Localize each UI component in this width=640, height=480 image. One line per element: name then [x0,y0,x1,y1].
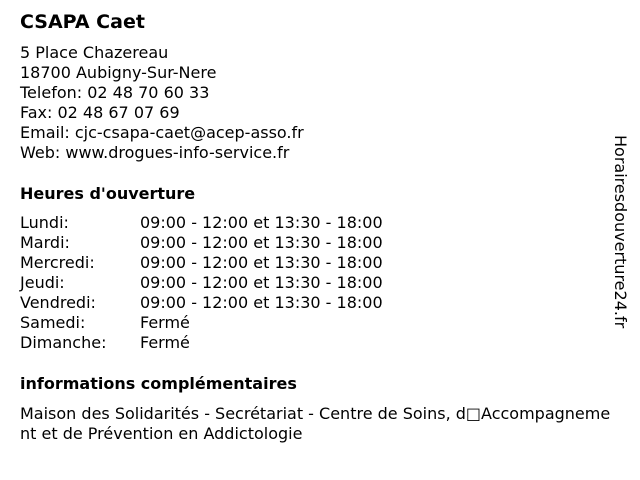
hours-row: Vendredi: 09:00 - 12:00 et 13:30 - 18:00 [20,293,383,313]
time: 09:00 - 12:00 et 13:30 - 18:00 [140,213,383,232]
page-title: CSAPA Caet [20,11,145,33]
info-heading: informations complémentaires [20,374,297,393]
time: 09:00 - 12:00 et 13:30 - 18:00 [140,253,383,272]
info-text: Maison des Solidarités - Secrétariat - C… [20,404,611,443]
email: Email: cjc-csapa-caet@acep-asso.fr [20,123,304,142]
hours-heading: Heures d'ouverture [20,184,196,203]
day: Lundi: [20,213,69,232]
hours-row: Mercredi: 09:00 - 12:00 et 13:30 - 18:00 [20,253,383,273]
hours-table: Lundi: 09:00 - 12:00 et 13:30 - 18:00 Mar… [20,213,383,353]
day: Vendredi: [20,293,96,312]
time: 09:00 - 12:00 et 13:30 - 18:00 [140,233,383,252]
hours-row: Mardi: 09:00 - 12:00 et 13:30 - 18:00 [20,233,383,253]
hours-row: Jeudi: 09:00 - 12:00 et 13:30 - 18:00 [20,273,383,293]
watermark: Horairesdouverture24.fr [611,135,630,329]
phone: Telefon: 02 48 70 60 33 [20,83,210,102]
hours-row: Lundi: 09:00 - 12:00 et 13:30 - 18:00 [20,213,383,233]
time: Fermé [140,313,190,332]
hours-row: Dimanche: Fermé [20,333,383,353]
city-address: 18700 Aubigny-Sur-Nere [20,63,217,82]
day: Mercredi: [20,253,95,272]
fax: Fax: 02 48 67 07 69 [20,103,180,122]
time: 09:00 - 12:00 et 13:30 - 18:00 [140,273,383,292]
day: Jeudi: [20,273,65,292]
day: Samedi: [20,313,86,332]
website: Web: www.drogues-info-service.fr [20,143,290,162]
time: 09:00 - 12:00 et 13:30 - 18:00 [140,293,383,312]
day: Mardi: [20,233,70,252]
contact-info: 5 Place Chazereau 18700 Aubigny-Sur-Nere… [20,43,304,163]
time: Fermé [140,333,190,352]
day: Dimanche: [20,333,107,352]
street-address: 5 Place Chazereau [20,43,169,62]
hours-row: Samedi: Fermé [20,313,383,333]
